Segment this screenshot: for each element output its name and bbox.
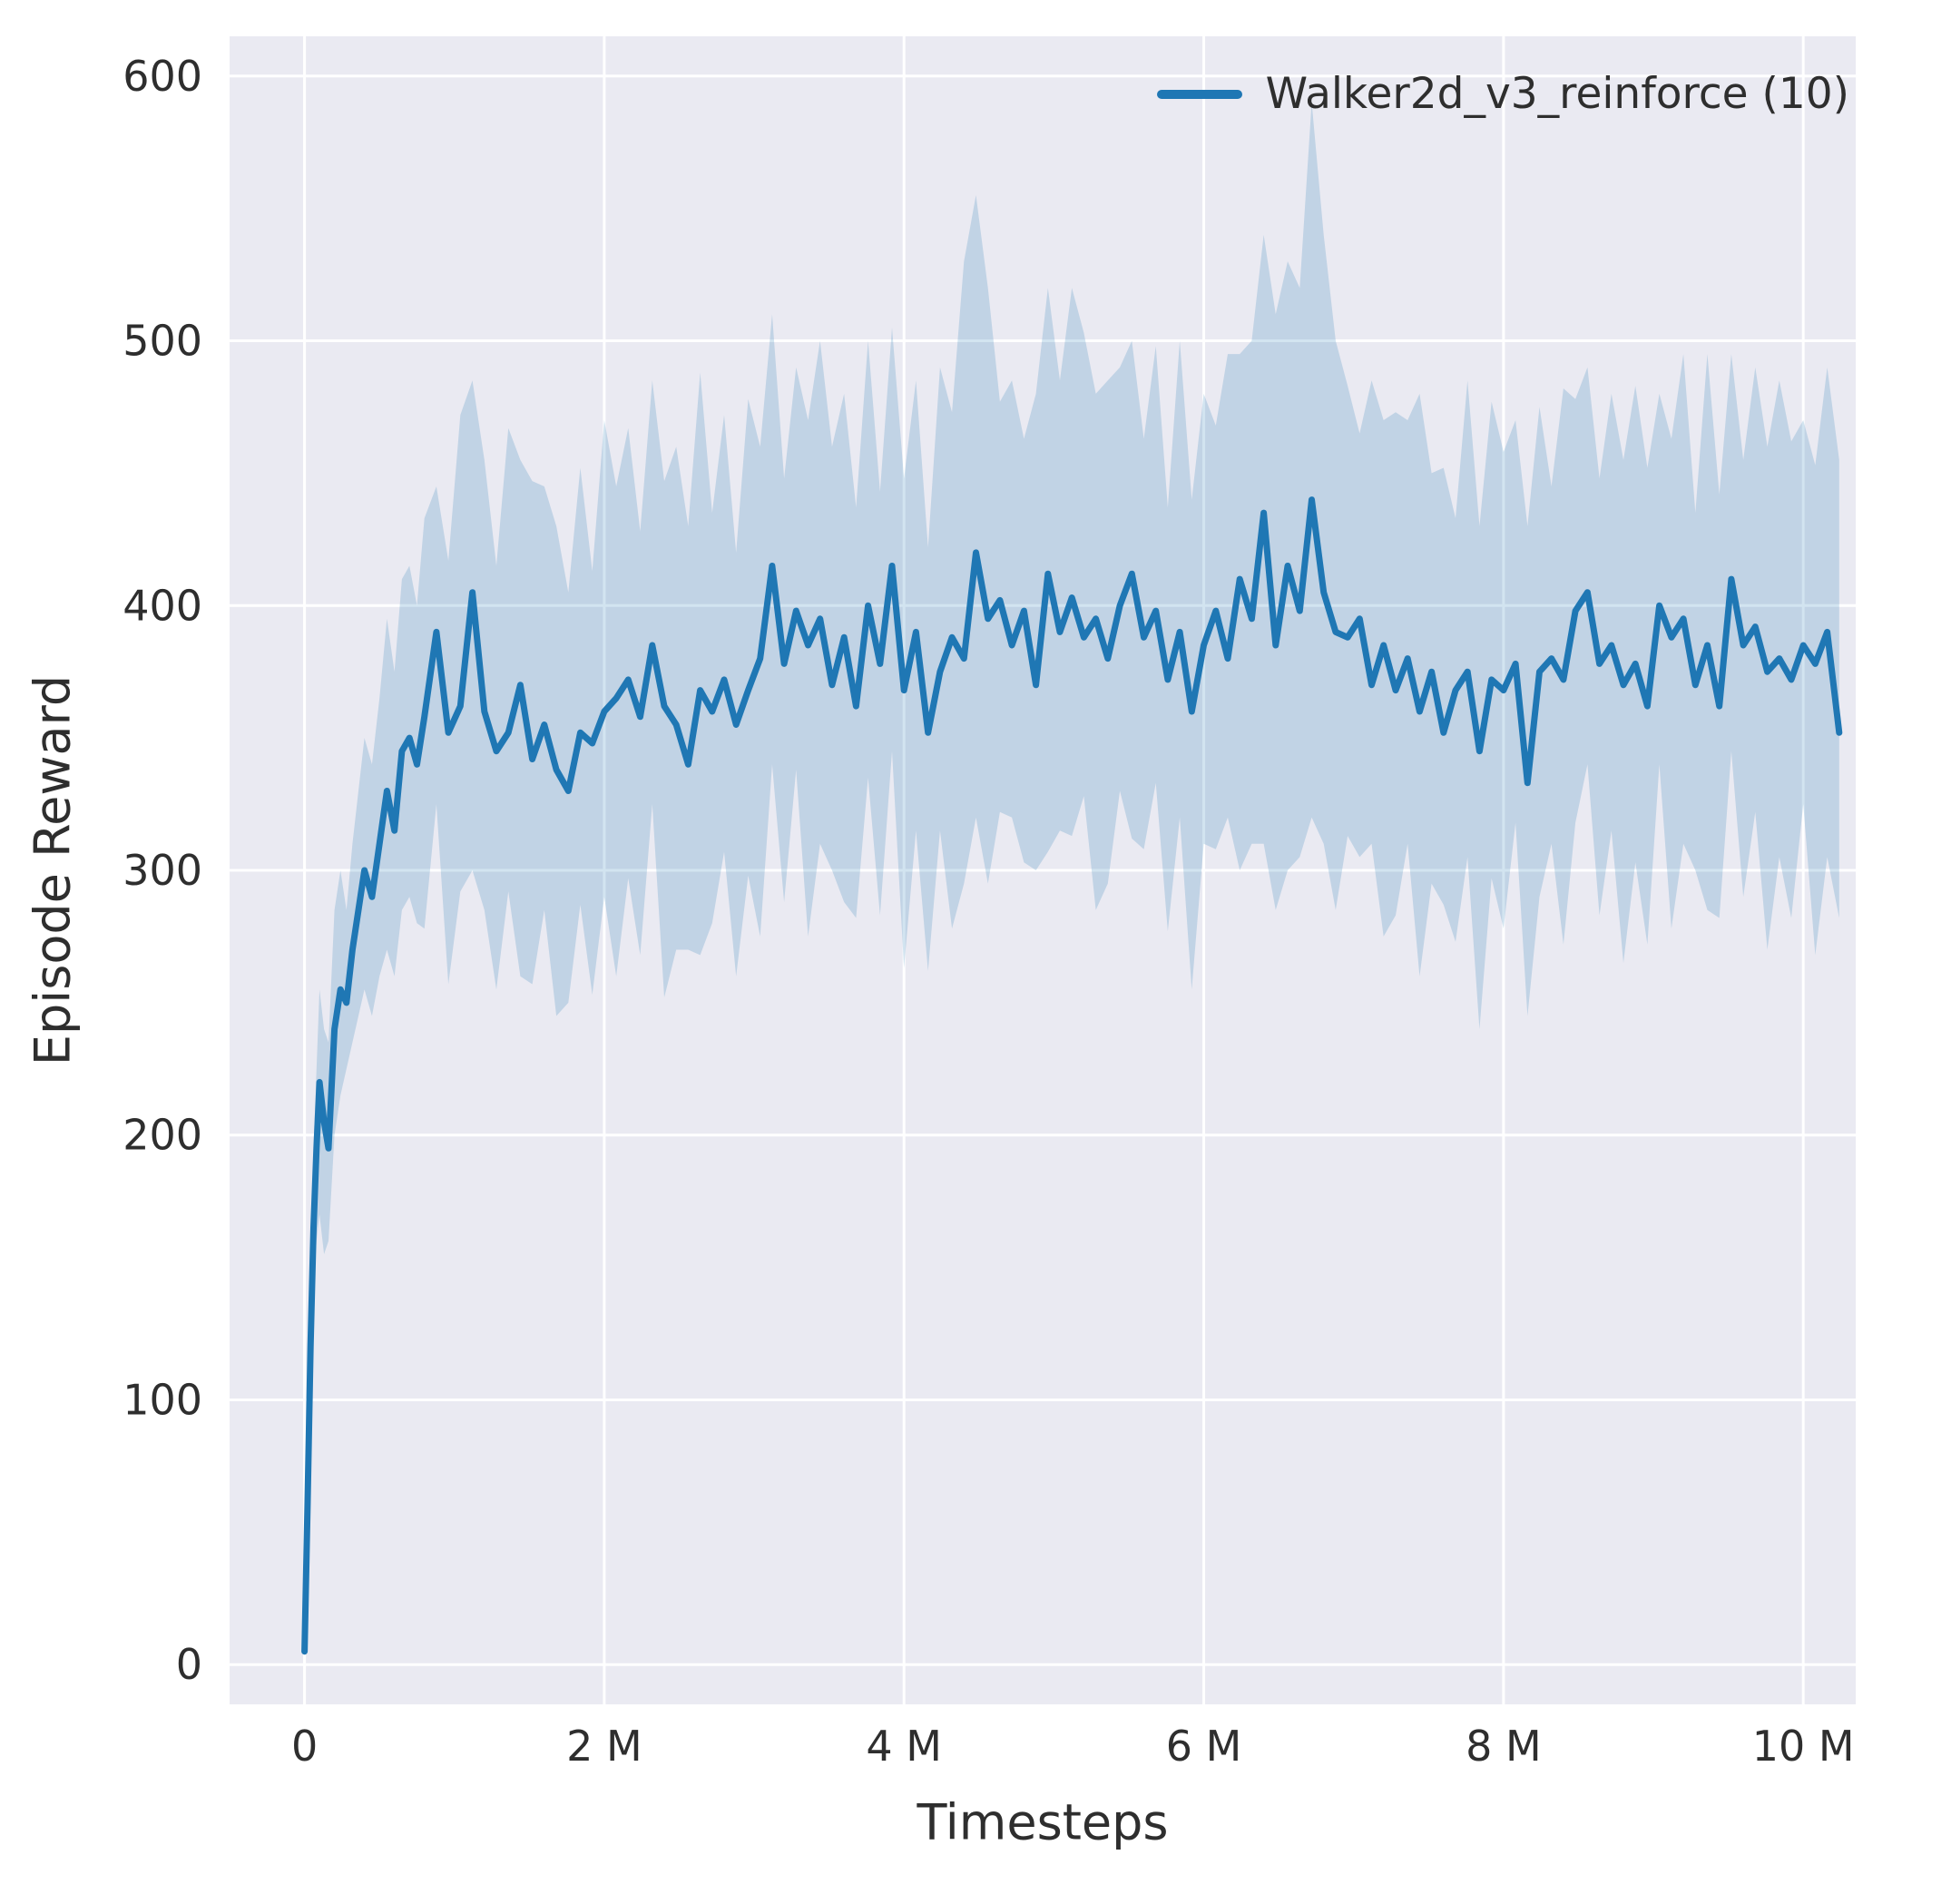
x-tick-label: 6 M: [1166, 1722, 1242, 1771]
legend-line-swatch: [1156, 89, 1242, 99]
x-axis-label: Timesteps: [917, 1793, 1169, 1851]
y-tick-label: 600: [123, 52, 202, 101]
y-tick-label: 400: [123, 581, 202, 630]
x-tick-label: 8 M: [1466, 1722, 1542, 1771]
x-tick-label: 4 M: [866, 1722, 942, 1771]
confidence-band: [304, 102, 1839, 1657]
y-axis-label: Episode Reward: [24, 674, 82, 1066]
x-tick-label: 0: [291, 1722, 318, 1771]
y-tick-label: 0: [176, 1640, 202, 1689]
x-tick-label: 10 M: [1752, 1722, 1855, 1771]
x-tick-label: 2 M: [566, 1722, 642, 1771]
legend-label: Walker2d_v3_reinforce (10): [1265, 69, 1849, 119]
mean-reward-line: [301, 496, 1843, 1655]
y-tick-label: 200: [123, 1111, 202, 1160]
y-tick-label: 100: [123, 1375, 202, 1424]
y-tick-label: 300: [123, 846, 202, 895]
y-tick-label: 500: [123, 317, 202, 366]
legend: Walker2d_v3_reinforce (10): [1156, 69, 1849, 119]
